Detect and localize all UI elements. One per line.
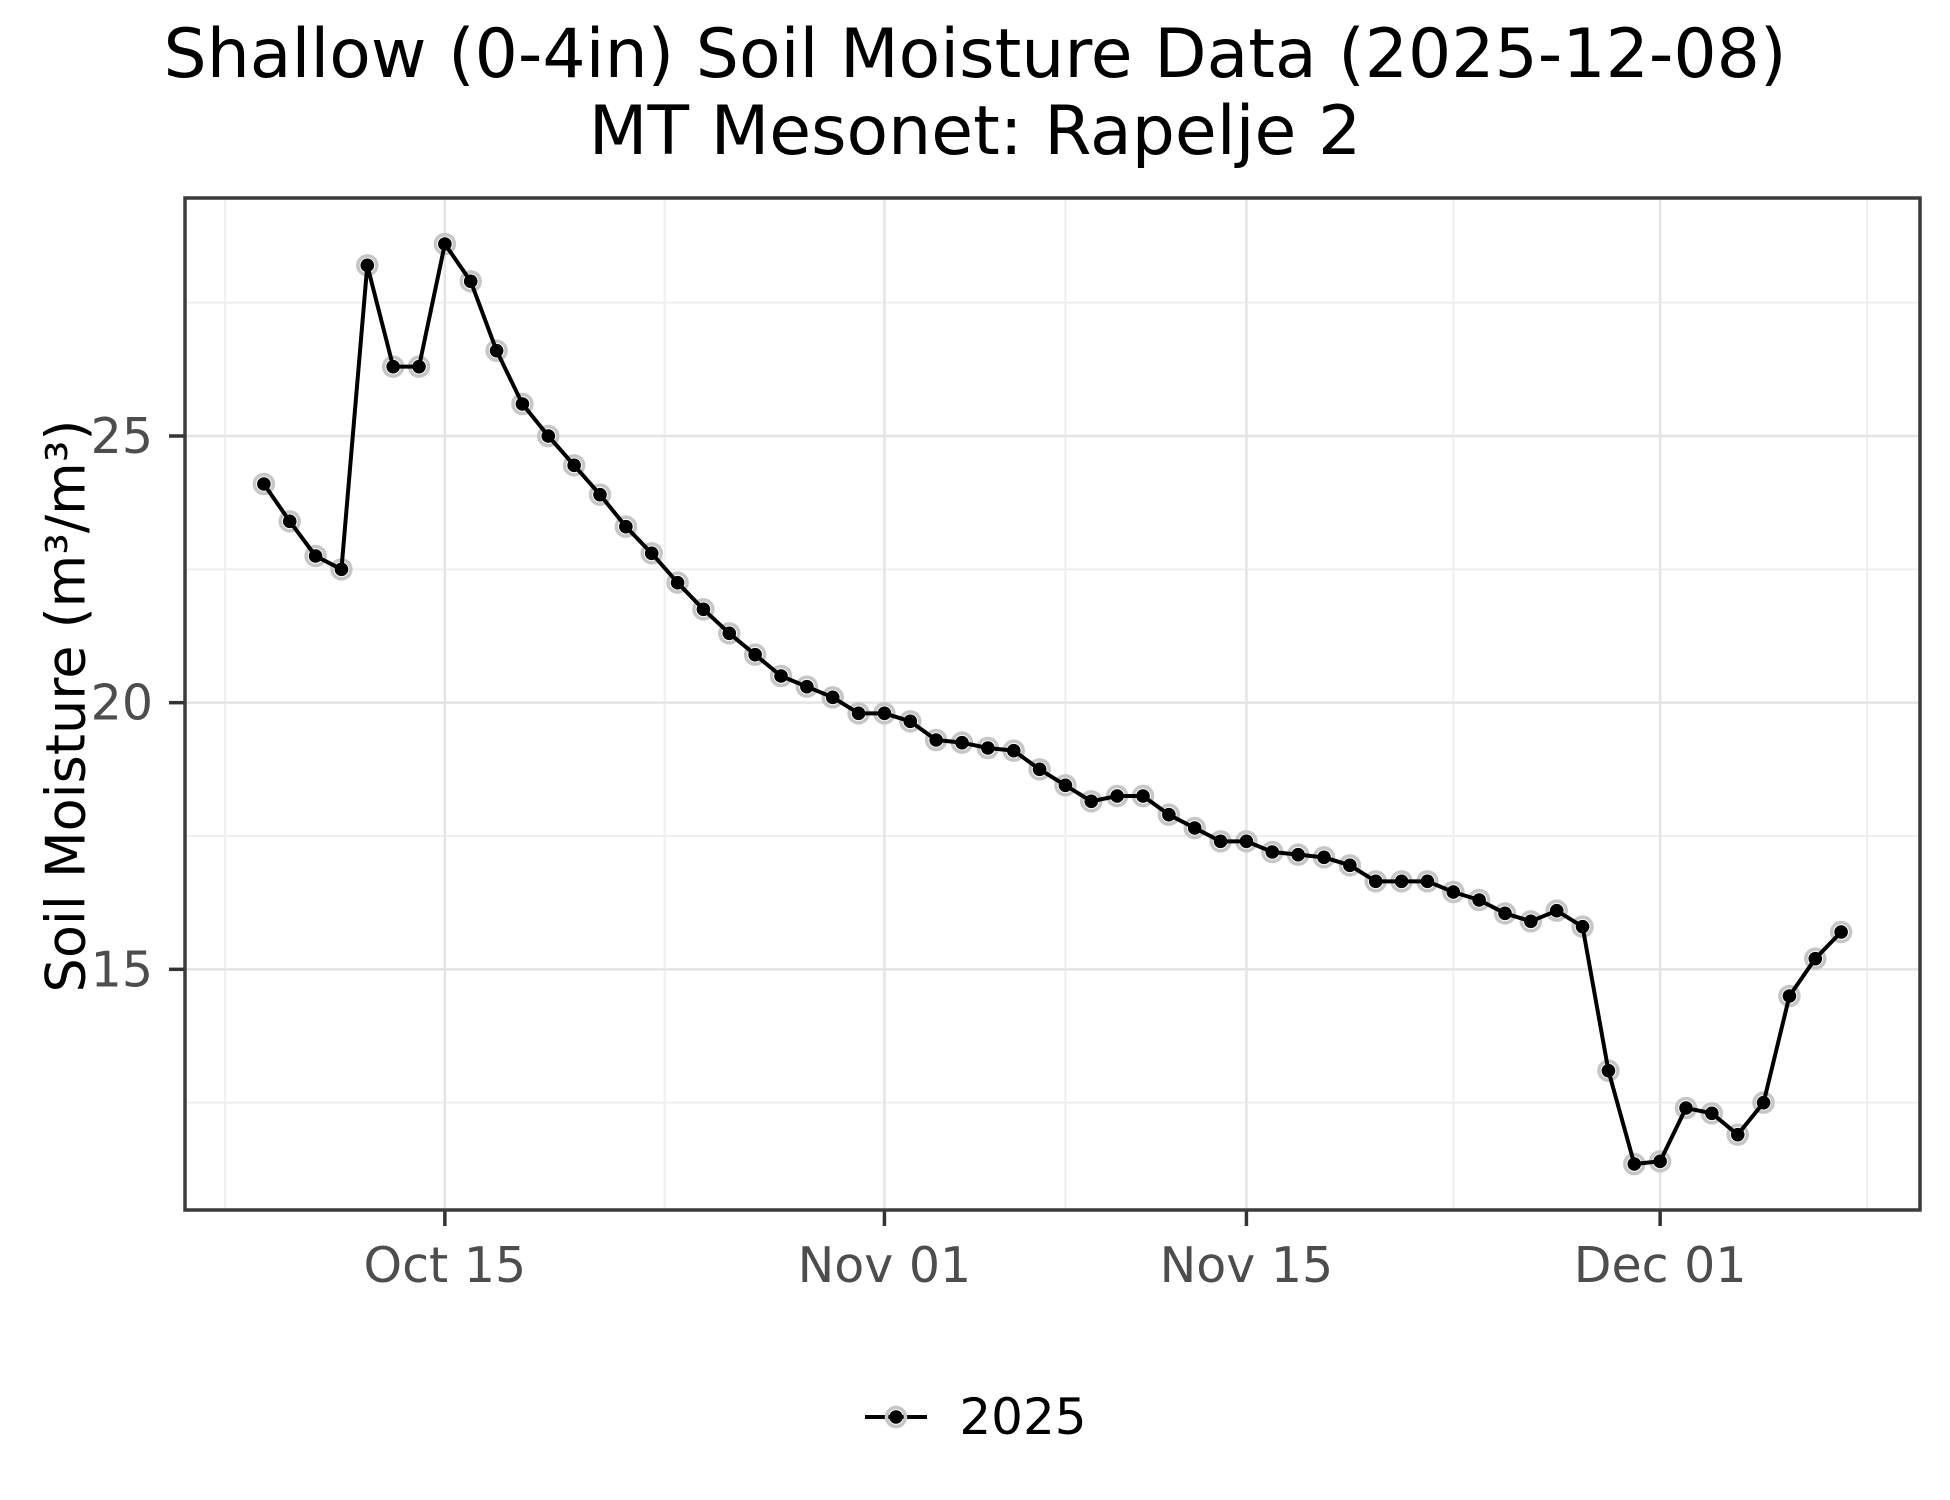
x-axis-tick-labels: Oct 15 Nov 01 Nov 15 Dec 01 xyxy=(364,1237,1747,1294)
legend-key-icon xyxy=(865,1405,928,1429)
y-axis-tick-labels: 15 20 25 xyxy=(91,408,153,998)
chart-subtitle: MT Mesonet: Rapelje 2 xyxy=(588,92,1362,171)
y-tick-label: 25 xyxy=(91,408,153,465)
legend: 2025 xyxy=(0,1382,1950,1452)
legend-point-sample xyxy=(889,1410,904,1424)
gridlines-minor xyxy=(185,198,1920,1210)
x-tick-label: Oct 15 xyxy=(364,1237,527,1294)
legend-point-halo xyxy=(885,1405,908,1429)
x-tick-label: Nov 01 xyxy=(798,1237,972,1294)
data-points xyxy=(257,237,1848,1171)
y-tick-label: 15 xyxy=(91,941,153,998)
gridlines-major xyxy=(185,198,1920,1210)
panel-background xyxy=(185,198,1920,1210)
title-block: Shallow (0-4in) Soil Moisture Data (2025… xyxy=(0,16,1950,170)
chart-title: Shallow (0-4in) Soil Moisture Data (2025… xyxy=(163,15,1787,94)
y-tick-label: 20 xyxy=(91,675,153,732)
x-tick-label: Nov 15 xyxy=(1160,1237,1334,1294)
panel-border xyxy=(183,196,1922,1212)
legend-label: 2025 xyxy=(959,1388,1087,1446)
x-tick-label: Dec 01 xyxy=(1574,1237,1747,1294)
axis-tick-marks xyxy=(169,434,1662,1226)
